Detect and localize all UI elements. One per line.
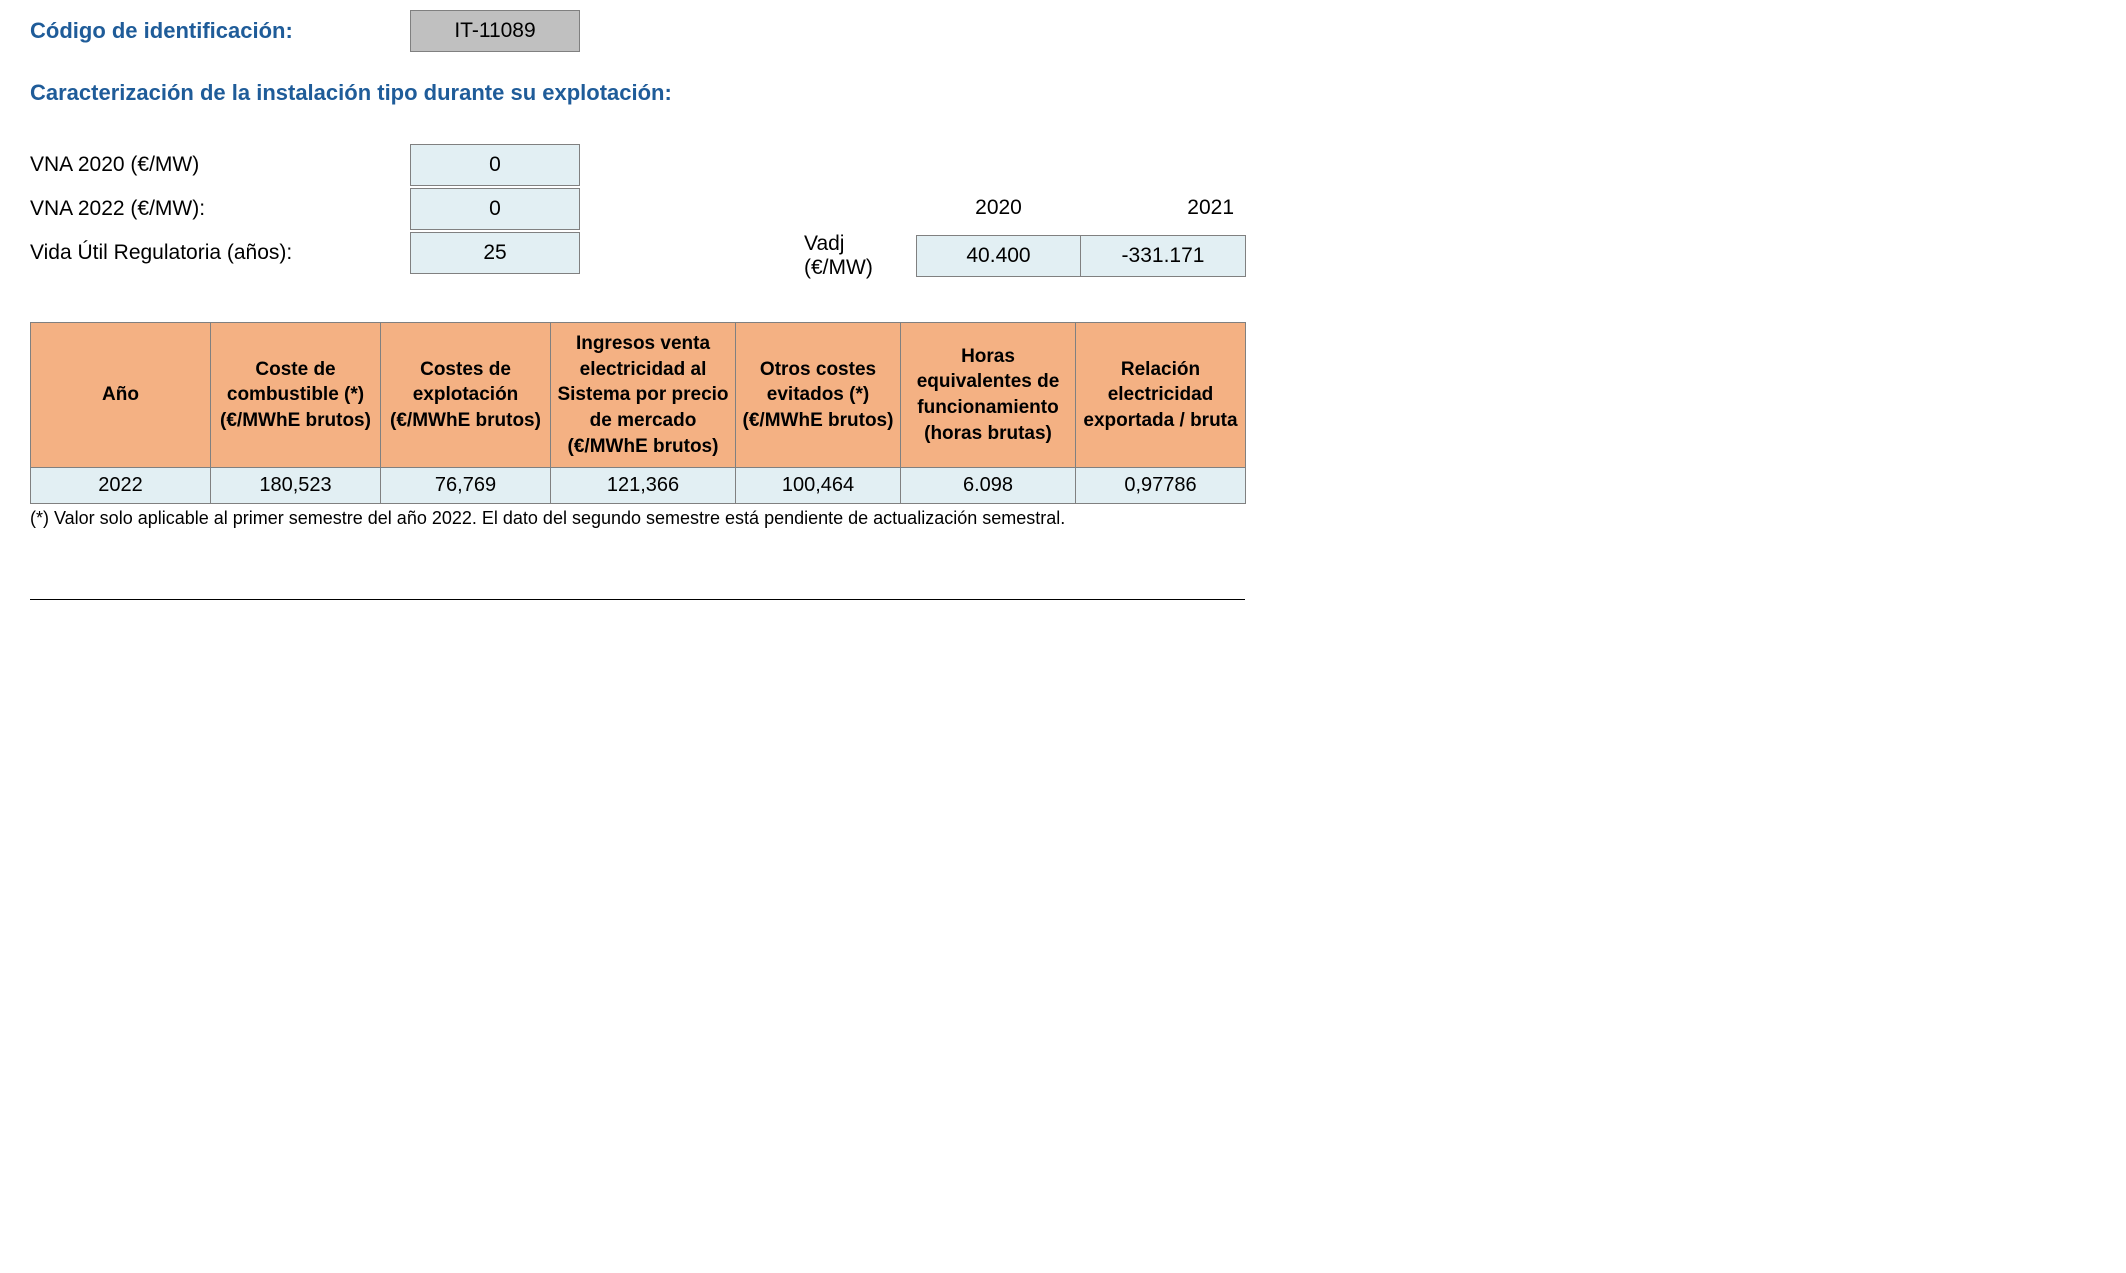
- vna2022-value: 0: [410, 188, 580, 230]
- code-label: Código de identificación:: [30, 18, 410, 44]
- cell-revenue: 121,366: [551, 468, 736, 504]
- vna2020-row: VNA 2020 (€/MW) 0: [30, 144, 2096, 186]
- cell-eq-hours: 6.098: [901, 468, 1076, 504]
- vadj-year-2: 2021: [1081, 196, 1246, 220]
- code-value-box: IT-11089: [410, 10, 580, 52]
- vida-label: Vida Útil Regulatoria (años):: [30, 241, 410, 265]
- vadj-value-1: 40.400: [916, 235, 1081, 277]
- main-data-table: Año Coste de combustible (*) (€/MWhE bru…: [30, 322, 1246, 504]
- vna2022-row: VNA 2022 (€/MW): 0 2020 2021: [30, 188, 2096, 230]
- vna2020-value: 0: [410, 144, 580, 186]
- section-title: Caracterización de la instalación tipo d…: [30, 80, 2096, 106]
- cell-ratio: 0,97786: [1076, 468, 1246, 504]
- cell-year: 2022: [31, 468, 211, 504]
- cell-op-cost: 76,769: [381, 468, 551, 504]
- col-header-ratio: Relación electricidad exportada / bruta: [1076, 323, 1246, 468]
- cell-fuel-cost: 180,523: [211, 468, 381, 504]
- vadj-label: Vadj (€/MW): [804, 232, 916, 280]
- col-header-year: Año: [31, 323, 211, 468]
- divider-line: [30, 599, 1245, 600]
- col-header-eq-hours: Horas equivalentes de funcionamiento (ho…: [901, 323, 1076, 468]
- vadj-year-1: 2020: [916, 196, 1081, 220]
- vna2022-label: VNA 2022 (€/MW):: [30, 197, 410, 221]
- vadj-group: Vadj (€/MW) 40.400 -331.171: [804, 232, 1246, 280]
- col-header-avoided-cost: Otros costes evitados (*) (€/MWhE brutos…: [736, 323, 901, 468]
- col-header-fuel-cost: Coste de combustible (*) (€/MWhE brutos): [211, 323, 381, 468]
- code-row: Código de identificación: IT-11089: [30, 10, 2096, 52]
- cell-avoided-cost: 100,464: [736, 468, 901, 504]
- vida-value: 25: [410, 232, 580, 274]
- vna2020-label: VNA 2020 (€/MW): [30, 153, 410, 177]
- col-header-op-cost: Costes de explotación (€/MWhE brutos): [381, 323, 551, 468]
- table-row: 2022 180,523 76,769 121,366 100,464 6.09…: [31, 468, 1246, 504]
- vida-row: Vida Útil Regulatoria (años): 25 Vadj (€…: [30, 232, 2096, 274]
- footnote: (*) Valor solo aplicable al primer semes…: [30, 508, 2096, 529]
- vadj-value-2: -331.171: [1081, 235, 1246, 277]
- vadj-year-headers: 2020 2021: [916, 196, 1246, 220]
- table-header-row: Año Coste de combustible (*) (€/MWhE bru…: [31, 323, 1246, 468]
- param-grid: VNA 2020 (€/MW) 0 VNA 2022 (€/MW): 0 202…: [30, 144, 2096, 274]
- col-header-revenue: Ingresos venta electricidad al Sistema p…: [551, 323, 736, 468]
